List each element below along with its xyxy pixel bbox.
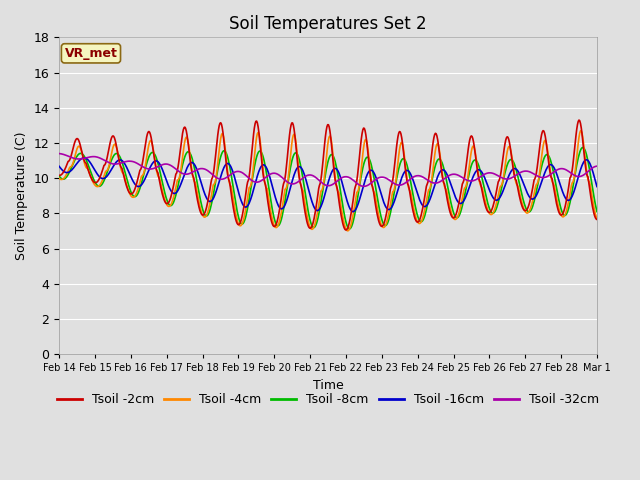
Tsoil -2cm	[175, 159, 182, 165]
Tsoil -2cm	[342, 227, 349, 233]
Tsoil -32cm	[175, 168, 182, 174]
Tsoil -32cm	[593, 163, 601, 169]
Tsoil -4cm	[65, 167, 73, 172]
Tsoil -8cm	[593, 209, 601, 215]
Tsoil -16cm	[349, 209, 357, 215]
Legend: Tsoil -2cm, Tsoil -4cm, Tsoil -8cm, Tsoil -16cm, Tsoil -32cm: Tsoil -2cm, Tsoil -4cm, Tsoil -8cm, Tsoi…	[52, 388, 604, 411]
Tsoil -32cm	[360, 183, 367, 189]
Tsoil -32cm	[394, 182, 402, 188]
Tsoil -2cm	[55, 172, 63, 178]
Tsoil -16cm	[65, 169, 73, 175]
Tsoil -4cm	[175, 176, 182, 181]
Tsoil -32cm	[120, 159, 128, 165]
Text: VR_met: VR_met	[65, 47, 117, 60]
Tsoil -4cm	[120, 173, 128, 179]
Tsoil -16cm	[55, 164, 63, 169]
Tsoil -8cm	[410, 195, 417, 201]
Tsoil -8cm	[394, 169, 402, 175]
Title: Soil Temperatures Set 2: Soil Temperatures Set 2	[229, 15, 427, 33]
Line: Tsoil -32cm: Tsoil -32cm	[59, 154, 597, 186]
Tsoil -8cm	[120, 167, 128, 172]
Tsoil -16cm	[121, 161, 129, 167]
Tsoil -16cm	[395, 184, 403, 190]
Y-axis label: Soil Temperature (C): Soil Temperature (C)	[15, 132, 28, 260]
Tsoil -32cm	[55, 151, 63, 156]
Tsoil -8cm	[579, 144, 587, 150]
Tsoil -8cm	[175, 179, 182, 185]
Tsoil -8cm	[204, 213, 211, 218]
Line: Tsoil -16cm: Tsoil -16cm	[59, 158, 597, 212]
Tsoil -2cm	[65, 158, 73, 164]
X-axis label: Time: Time	[313, 379, 344, 392]
Tsoil -8cm	[55, 173, 63, 179]
Tsoil -16cm	[593, 184, 601, 190]
Tsoil -2cm	[593, 216, 601, 222]
Tsoil -2cm	[394, 133, 402, 139]
Tsoil -4cm	[55, 176, 63, 181]
Tsoil -8cm	[346, 226, 353, 232]
Line: Tsoil -4cm: Tsoil -4cm	[59, 131, 597, 231]
Tsoil -32cm	[65, 154, 73, 159]
Tsoil -2cm	[575, 117, 583, 123]
Line: Tsoil -2cm: Tsoil -2cm	[59, 120, 597, 230]
Tsoil -2cm	[410, 211, 417, 217]
Tsoil -4cm	[394, 159, 402, 165]
Tsoil -32cm	[204, 168, 211, 173]
Tsoil -16cm	[80, 155, 88, 161]
Tsoil -16cm	[204, 197, 212, 203]
Tsoil -4cm	[593, 216, 601, 221]
Tsoil -16cm	[411, 181, 419, 187]
Tsoil -2cm	[120, 175, 128, 180]
Line: Tsoil -8cm: Tsoil -8cm	[59, 147, 597, 229]
Tsoil -4cm	[577, 128, 585, 134]
Tsoil -16cm	[176, 184, 184, 190]
Tsoil -4cm	[204, 211, 211, 216]
Tsoil -2cm	[204, 202, 211, 207]
Tsoil -32cm	[410, 174, 417, 180]
Tsoil -4cm	[410, 205, 417, 211]
Tsoil -4cm	[344, 228, 352, 234]
Tsoil -8cm	[65, 170, 73, 176]
